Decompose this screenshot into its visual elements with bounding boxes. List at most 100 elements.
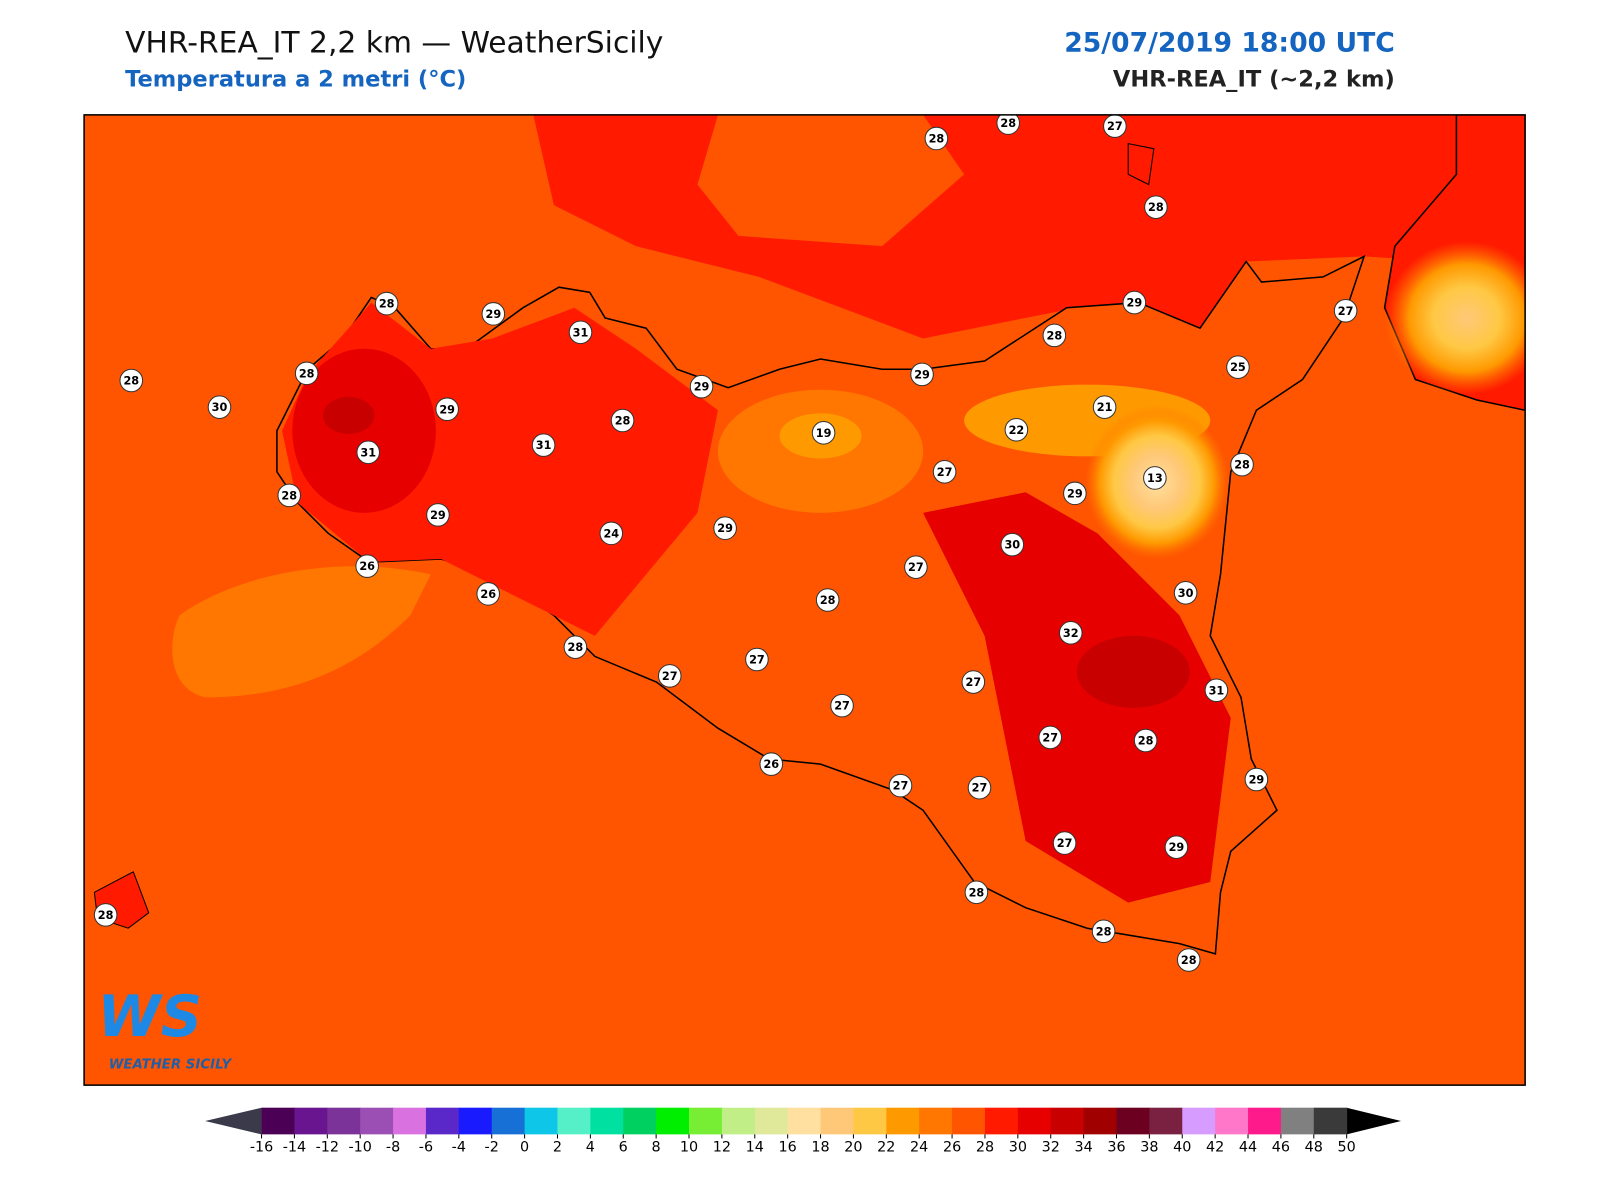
colorbar-bin [1215, 1107, 1249, 1135]
station-value: 29 [914, 368, 930, 381]
colorbar-tick-label: 16 [779, 1140, 797, 1156]
colorbar-tick-label: 12 [713, 1140, 731, 1156]
colorbar-bin [425, 1107, 460, 1135]
colorbar-tick-label: -8 [386, 1140, 400, 1156]
station-marker [1226, 355, 1250, 379]
station-value: 27 [662, 670, 678, 683]
colorbar-tick-label: 36 [1107, 1140, 1125, 1156]
colorbar-tick-label: 4 [586, 1140, 595, 1156]
colorbar-bin [919, 1107, 953, 1135]
stations: 28 30 28 28 29 31 29 31 31 28 29 28 29 26 24 29 19 29 28 28… [93, 114, 1358, 972]
colorbar-tick-label: 20 [844, 1140, 862, 1156]
station-value: 28 [929, 132, 945, 145]
sea [697, 114, 965, 247]
station-value: 28 [98, 909, 114, 922]
station-value: 27 [908, 561, 924, 574]
colorbar-tick-label: 38 [1140, 1140, 1158, 1156]
station-value: 31 [1209, 684, 1225, 697]
station-marker [531, 433, 556, 457]
station-value: 22 [1009, 424, 1025, 437]
colorbar-bin [557, 1107, 591, 1135]
station-value: 29 [485, 308, 501, 321]
station-value: 26 [359, 560, 375, 573]
colorbar-tick-label: -10 [348, 1140, 371, 1156]
station-value: 28 [969, 886, 985, 899]
station-marker [1244, 767, 1269, 792]
subtitle: Temperatura a 2 metri (°C) [125, 67, 466, 93]
colorbar-bin [294, 1107, 328, 1135]
colorbar-bin [1313, 1107, 1348, 1135]
colorbar-bin [1050, 1107, 1085, 1135]
colorbar-tick-label: -16 [250, 1140, 273, 1156]
station-marker [904, 555, 928, 579]
colorbar-bin [1116, 1107, 1150, 1135]
station-value: 29 [439, 403, 455, 416]
colorbar-tick-label: 2 [553, 1140, 562, 1156]
calabria-cool-area [1384, 241, 1526, 395]
colorbar-tick-label: 34 [1074, 1140, 1092, 1156]
colorbar-tick-label: 8 [652, 1140, 661, 1156]
colorbar-bin [524, 1107, 558, 1135]
station-value: 27 [893, 780, 909, 793]
station-marker [355, 554, 379, 578]
station-value: 29 [1127, 297, 1143, 310]
station-marker [481, 302, 506, 326]
station-marker [1091, 919, 1116, 944]
station-marker [961, 670, 986, 694]
station-marker [1164, 835, 1189, 859]
station-marker [657, 664, 682, 688]
station-marker [93, 903, 118, 927]
station-marker [356, 440, 380, 465]
station-marker [1204, 678, 1229, 703]
station-value: 13 [1147, 472, 1163, 485]
station-marker [967, 775, 992, 800]
station-marker [119, 368, 144, 393]
station-value: 26 [480, 588, 496, 601]
colorbar-tick-label: 44 [1239, 1140, 1257, 1156]
logo: WS WEATHER SICILY [97, 983, 232, 1072]
station-value: 30 [1004, 539, 1020, 552]
hot-area [1076, 635, 1190, 708]
station-marker [277, 483, 302, 508]
station-marker [1173, 581, 1198, 605]
colorbar-bin [820, 1107, 854, 1135]
station-value: 29 [1249, 774, 1265, 787]
station-marker [426, 503, 450, 527]
station-value: 29 [1067, 487, 1083, 500]
colorbar-tick-label: 50 [1338, 1140, 1356, 1156]
colorbar-bin [327, 1107, 361, 1135]
colorbar: -16 -14 -12 -10 -8 -6 -4 -2 0 2 4 6 8 10 12 14 16 18 20 22 2… [205, 1107, 1402, 1156]
colorbar-bin [360, 1107, 394, 1135]
station-marker [1038, 725, 1063, 750]
station-marker [610, 408, 635, 433]
station-value: 19 [816, 427, 832, 440]
colorbar-bin [261, 1107, 295, 1135]
model-label: VHR-REA_IT (~2,2 km) [1113, 67, 1395, 93]
colorbar-over [1346, 1107, 1402, 1135]
station-marker [1176, 948, 1201, 972]
colorbar-bin [1248, 1107, 1282, 1135]
colorbar-bin [1083, 1107, 1118, 1135]
hot-area [923, 492, 1231, 903]
colorbar-tick-label: 14 [746, 1140, 764, 1156]
station-value: 27 [1338, 305, 1354, 318]
station-marker [815, 588, 840, 612]
colorbar-tick-label: 10 [680, 1140, 698, 1156]
station-value: 27 [1057, 837, 1073, 850]
logo-name: WEATHER SICILY [109, 1058, 233, 1073]
colorbar-bin [1182, 1107, 1216, 1135]
station-value: 28 [281, 489, 297, 502]
colorbar-bin [754, 1107, 789, 1135]
hot-area [292, 348, 436, 513]
colorbar-tick-label: 32 [1042, 1140, 1060, 1156]
colorbar-tick-label: 30 [1009, 1140, 1027, 1156]
station-value: 27 [965, 676, 981, 689]
station-marker [713, 516, 737, 540]
colorbar-tick-label: 18 [811, 1140, 829, 1156]
station-marker [1042, 323, 1067, 348]
colorbar-tick-label: 48 [1305, 1140, 1323, 1156]
station-marker [964, 880, 989, 905]
colorbar-tick-label: 22 [877, 1140, 895, 1156]
colorbar-tick-label: -12 [316, 1140, 339, 1156]
